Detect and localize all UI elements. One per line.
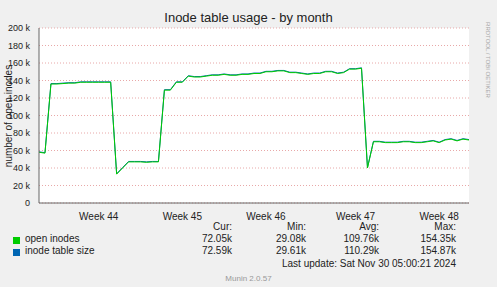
html-text:number of open inodes: number of open inodes xyxy=(2,64,14,168)
svg-text:40 k: 40 k xyxy=(13,163,31,173)
svg-text:80 k: 80 k xyxy=(13,128,31,138)
svg-text:60 k: 60 k xyxy=(13,146,31,156)
html-text:inode table size: inode table size xyxy=(25,245,95,256)
svg-text:140 k: 140 k xyxy=(8,76,30,86)
svg-text:Week 46: Week 46 xyxy=(246,211,286,222)
svg-text:100 k: 100 k xyxy=(8,111,30,121)
svg-text:Week 44: Week 44 xyxy=(79,211,119,222)
svg-text:180 k: 180 k xyxy=(8,41,30,51)
html-text:RRDTOOL / TOBI OETIKER: RRDTOOL / TOBI OETIKER xyxy=(485,22,491,98)
html-text:109.76k: 109.76k xyxy=(343,233,379,244)
html-text:Avg:: Avg: xyxy=(359,221,379,232)
html-text:154.35k: 154.35k xyxy=(420,233,456,244)
html-text:Max:: Max: xyxy=(434,221,456,232)
html-text:72.05k: 72.05k xyxy=(202,233,232,244)
svg-text:200 k: 200 k xyxy=(8,23,30,33)
svg-text:160 k: 160 k xyxy=(8,58,30,68)
html-text:Cur:: Cur: xyxy=(213,221,232,232)
html-text:72.59k: 72.59k xyxy=(202,245,232,256)
svg-text:Week 48: Week 48 xyxy=(419,211,459,222)
svg-text:Week 47: Week 47 xyxy=(336,211,376,222)
html-text:29.61k: 29.61k xyxy=(276,245,306,256)
svg-text:0: 0 xyxy=(25,198,30,208)
svg-text:20 k: 20 k xyxy=(13,181,31,191)
html-text:Inode table usage - by month: Inode table usage - by month xyxy=(164,10,333,25)
html-text:open inodes: open inodes xyxy=(25,233,80,244)
html-text:110.29k: 110.29k xyxy=(344,245,379,256)
html-text:29.08k: 29.08k xyxy=(276,233,306,244)
svg-text:120 k: 120 k xyxy=(8,93,30,103)
html-text:Last update: Sat Nov 30 05:00:: Last update: Sat Nov 30 05:00:21 2024 xyxy=(282,258,456,269)
svg-text:Week 45: Week 45 xyxy=(163,211,203,222)
html-text:Munin 2.0.57: Munin 2.0.57 xyxy=(225,274,272,283)
html-text:Min:: Min: xyxy=(287,221,306,232)
html-text:154.87k: 154.87k xyxy=(420,245,456,256)
